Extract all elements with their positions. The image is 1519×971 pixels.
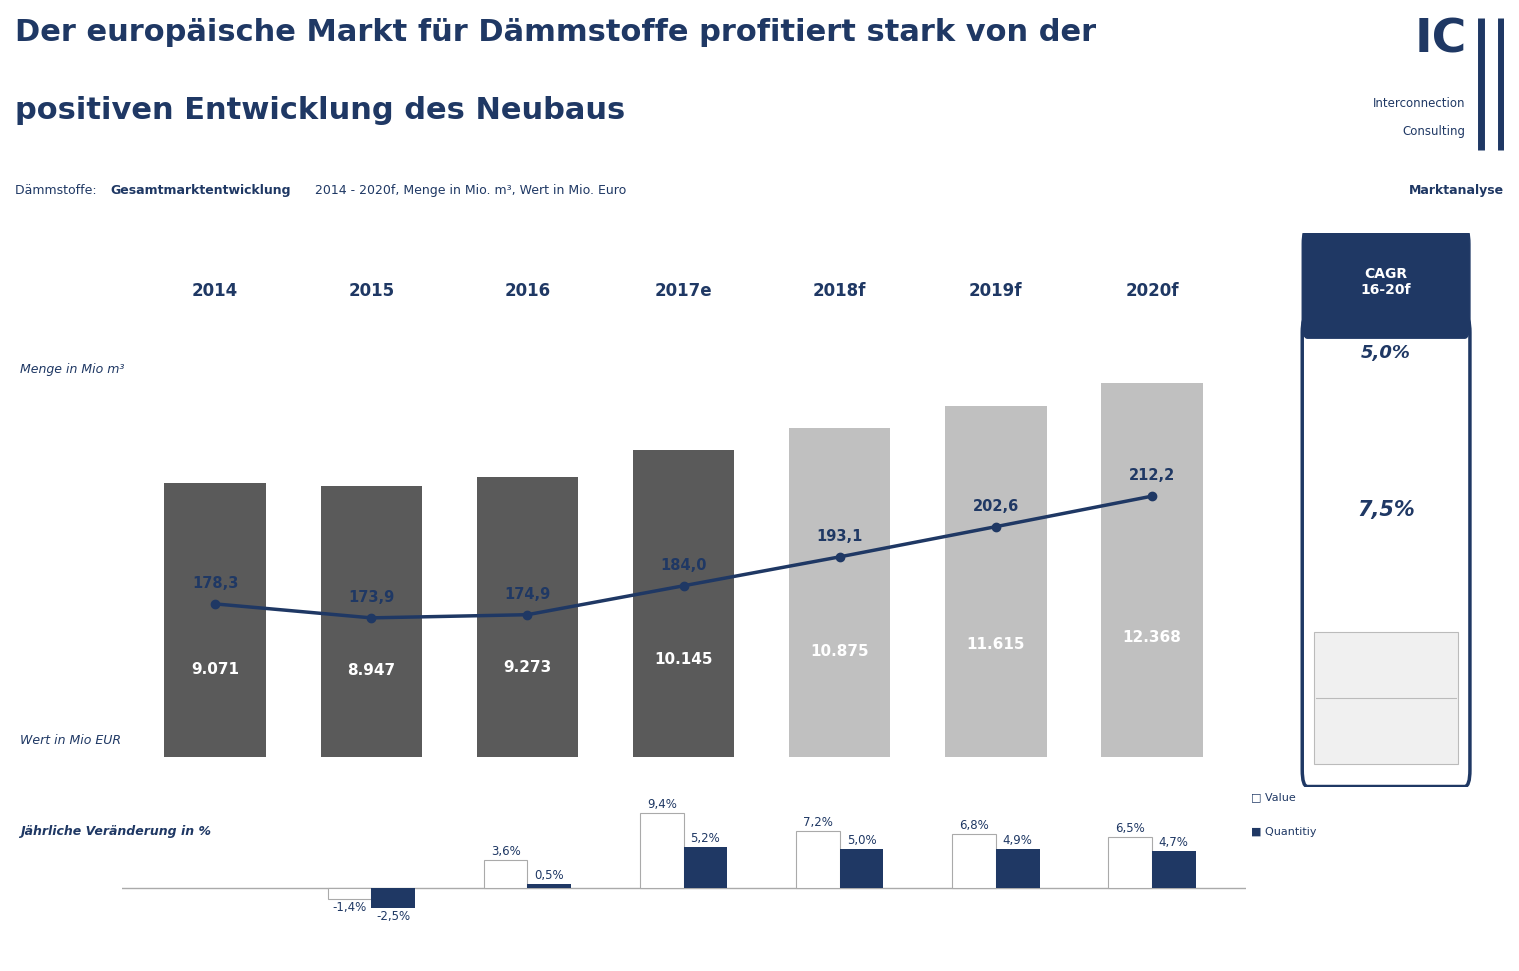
Text: 2014: 2014 (191, 283, 238, 300)
Bar (1109, 837, 1151, 888)
Bar (633, 451, 734, 757)
Bar (796, 831, 840, 888)
Text: Interconnection: Interconnection (1373, 97, 1466, 110)
Text: 7,2%: 7,2% (804, 816, 832, 829)
Text: 2016: 2016 (504, 283, 550, 300)
Text: Marktanalyse: Marktanalyse (1408, 184, 1504, 197)
Bar (483, 859, 527, 888)
Text: 173,9: 173,9 (348, 590, 395, 605)
Text: positiven Entwicklung des Neubaus: positiven Entwicklung des Neubaus (15, 95, 626, 124)
Text: 7,5%: 7,5% (1356, 500, 1416, 519)
Text: □ Value: □ Value (1252, 792, 1296, 802)
Text: 6,5%: 6,5% (1115, 821, 1145, 834)
Text: ■ Quantitiy: ■ Quantitiy (1252, 826, 1317, 836)
Text: 12.368: 12.368 (1123, 630, 1182, 645)
Bar (164, 483, 266, 757)
Text: 178,3: 178,3 (191, 576, 238, 591)
FancyBboxPatch shape (1302, 316, 1470, 787)
Text: 2020f: 2020f (1126, 283, 1179, 300)
Text: 0,5%: 0,5% (535, 869, 564, 883)
Bar (371, 888, 415, 908)
Text: 9,4%: 9,4% (647, 798, 676, 812)
Text: 4,7%: 4,7% (1159, 836, 1189, 849)
Bar (788, 428, 890, 757)
Text: 9.071: 9.071 (191, 662, 238, 677)
Text: 10.875: 10.875 (810, 645, 869, 659)
Bar (1151, 851, 1195, 888)
Text: 2017e: 2017e (655, 283, 712, 300)
Text: IC: IC (1414, 17, 1467, 63)
Text: 5,0%: 5,0% (1361, 344, 1411, 362)
Bar (527, 885, 571, 888)
Text: 2014 - 2020f, Menge in Mio. m³, Wert in Mio. Euro: 2014 - 2020f, Menge in Mio. m³, Wert in … (311, 184, 627, 197)
Text: Jährliche Veränderung in %: Jährliche Veränderung in % (20, 824, 211, 838)
Text: Consulting: Consulting (1402, 125, 1466, 138)
Text: Menge in Mio m³: Menge in Mio m³ (20, 363, 125, 376)
Bar (996, 850, 1039, 888)
Text: 2015: 2015 (348, 283, 395, 300)
Bar (840, 849, 884, 888)
Text: 2018f: 2018f (813, 283, 866, 300)
Text: -1,4%: -1,4% (333, 901, 366, 915)
Bar (477, 477, 579, 757)
FancyBboxPatch shape (1314, 631, 1458, 764)
Text: 2019f: 2019f (969, 283, 1022, 300)
Text: CAGR
16-20f: CAGR 16-20f (1361, 267, 1411, 297)
Text: Wert in Mio EUR: Wert in Mio EUR (20, 734, 122, 747)
Bar (945, 406, 1047, 757)
Bar (321, 486, 422, 757)
Text: 9.273: 9.273 (503, 660, 551, 675)
Bar (952, 834, 996, 888)
Text: Gesamtmarktentwicklung: Gesamtmarktentwicklung (109, 184, 290, 197)
Text: 184,0: 184,0 (661, 558, 706, 573)
Text: Der europäische Markt für Dämmstoffe profitiert stark von der: Der europäische Markt für Dämmstoffe pro… (15, 17, 1097, 47)
Bar (639, 814, 684, 888)
Text: 3,6%: 3,6% (491, 845, 521, 857)
Bar (1101, 383, 1203, 757)
Text: 5,0%: 5,0% (846, 833, 876, 847)
Text: 11.615: 11.615 (966, 637, 1025, 653)
Text: 212,2: 212,2 (1129, 468, 1176, 484)
Text: 5,2%: 5,2% (691, 832, 720, 845)
Text: Dämmstoffe:: Dämmstoffe: (15, 184, 100, 197)
Text: -2,5%: -2,5% (377, 910, 410, 923)
Text: 6,8%: 6,8% (958, 820, 989, 832)
Text: 193,1: 193,1 (817, 529, 863, 544)
Text: 4,9%: 4,9% (1003, 834, 1033, 848)
FancyBboxPatch shape (1302, 227, 1470, 338)
Bar (328, 888, 371, 899)
Text: 174,9: 174,9 (504, 587, 550, 602)
Bar (684, 847, 728, 888)
Text: 10.145: 10.145 (655, 652, 712, 666)
Text: 8.947: 8.947 (348, 663, 395, 678)
Text: 202,6: 202,6 (972, 499, 1019, 514)
